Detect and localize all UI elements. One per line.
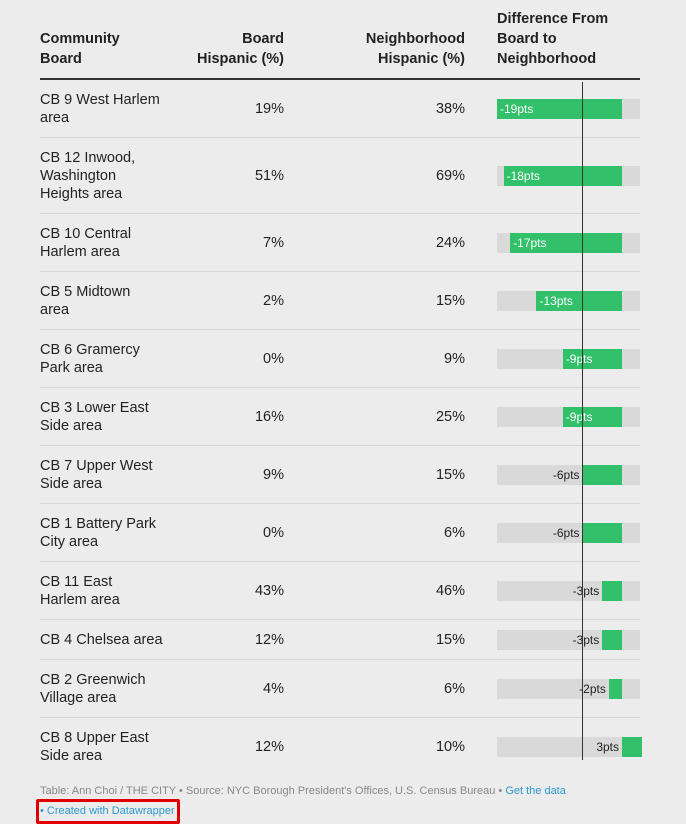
table-body: CB 9 West Harlem area 19% 38% -19pts CB 12 In… xyxy=(40,80,642,775)
board-hispanic-cell: 19% xyxy=(254,100,284,117)
community-board-cell: CB 5 Midtown area xyxy=(40,283,131,318)
difference-label: -13pts xyxy=(539,293,573,308)
header-community-board[interactable]: Community Board xyxy=(40,31,120,67)
board-hispanic-cell: 2% xyxy=(263,292,284,309)
community-board-cell: CB 2 Greenwich Village area xyxy=(40,671,146,706)
difference-bar-track: -13pts xyxy=(497,290,640,311)
header-board-hispanic[interactable]: Board Hispanic (%) xyxy=(196,31,284,67)
created-with-datawrapper-highlight: • Created with Datawrapper xyxy=(36,799,180,824)
difference-bar-track: -17pts xyxy=(497,232,640,253)
difference-bar xyxy=(536,290,622,311)
difference-label: -3pts xyxy=(572,583,600,598)
neighborhood-hispanic-cell: 69% xyxy=(435,167,465,184)
created-with-datawrapper-link[interactable]: • Created with Datawrapper xyxy=(40,805,175,817)
community-board-cell: CB 1 Battery Park City area xyxy=(40,515,157,550)
table-row: CB 2 Greenwich Village area 4% 6% -2pts xyxy=(40,660,640,718)
difference-label: -2pts xyxy=(579,681,606,696)
difference-label: -19pts xyxy=(500,101,534,116)
table-header: Community Board Board Hispanic (%) Neighbo… xyxy=(40,0,640,80)
hispanic-representation-table: Community Board Board Hispanic (%) Neighbo… xyxy=(40,0,642,775)
neighborhood-hispanic-cell: 10% xyxy=(435,738,465,755)
table-row: CB 3 Lower East Side area 16% 25% -9pts xyxy=(40,388,640,446)
difference-bar xyxy=(582,464,622,485)
difference-bar xyxy=(602,580,622,601)
table-row: CB 11 East Harlem area 43% 46% -3pts xyxy=(40,562,640,620)
community-board-cell: CB 10 Central Harlem area xyxy=(40,225,132,260)
board-hispanic-cell: 9% xyxy=(263,466,284,483)
table-row: CB 7 Upper West Side area 9% 15% -6pts xyxy=(40,446,640,504)
difference-bar xyxy=(602,629,622,650)
difference-label: 3pts xyxy=(596,739,619,754)
board-hispanic-cell: 12% xyxy=(254,738,284,755)
header-difference[interactable]: Difference From Board to Neighborhood xyxy=(497,11,609,67)
difference-label: -18pts xyxy=(506,168,540,183)
board-hispanic-cell: 43% xyxy=(254,582,284,599)
board-hispanic-cell: 0% xyxy=(263,350,284,367)
difference-bar-track: -3pts xyxy=(497,629,640,650)
neighborhood-hispanic-cell: 38% xyxy=(435,100,465,117)
difference-bar-track: -6pts xyxy=(497,464,640,485)
community-board-cell: CB 6 Gramercy Park area xyxy=(40,341,140,376)
community-board-cell: CB 11 East Harlem area xyxy=(40,573,120,608)
table-row: CB 8 Upper East Side area 12% 10% 3pts xyxy=(40,718,642,775)
difference-bar-track: -19pts xyxy=(497,98,640,119)
community-board-cell: CB 12 Inwood, Washington Heights area xyxy=(40,149,136,202)
community-board-cell: CB 8 Upper East Side area xyxy=(40,729,149,764)
community-board-cell: CB 3 Lower East Side area xyxy=(40,399,149,434)
difference-label: -17pts xyxy=(513,235,547,250)
table-row: CB 12 Inwood, Washington Heights area 51% 69… xyxy=(40,138,640,214)
board-hispanic-cell: 12% xyxy=(254,631,284,648)
table-row: CB 6 Gramercy Park area 0% 9% -9pts xyxy=(40,330,640,388)
difference-label: -6pts xyxy=(552,467,580,482)
board-hispanic-cell: 7% xyxy=(263,234,284,251)
zero-axis-line xyxy=(582,82,583,760)
difference-bar-track: -6pts xyxy=(497,522,640,543)
difference-bar xyxy=(562,348,622,369)
source-text: Table: Ann Choi / THE CITY • Source: NYC… xyxy=(40,785,503,797)
table-row: CB 5 Midtown area 2% 15% -13pts xyxy=(40,272,640,330)
community-board-cell: CB 9 West Harlem area xyxy=(40,91,160,126)
difference-bar xyxy=(582,522,622,543)
community-board-cell: CB 4 Chelsea area xyxy=(40,631,163,648)
neighborhood-hispanic-cell: 25% xyxy=(435,408,465,425)
neighborhood-hispanic-cell: 9% xyxy=(444,350,465,367)
board-hispanic-cell: 51% xyxy=(254,167,284,184)
difference-bar-track: -9pts xyxy=(497,348,640,369)
header-neighborhood-hispanic[interactable]: Neighborhood Hispanic (%) xyxy=(365,31,465,67)
neighborhood-hispanic-cell: 6% xyxy=(444,680,465,697)
neighborhood-hispanic-cell: 15% xyxy=(435,292,465,309)
difference-bar xyxy=(562,406,622,427)
table-row: CB 1 Battery Park City area 0% 6% -6pts xyxy=(40,504,640,562)
difference-label: -9pts xyxy=(565,409,593,424)
table-row: CB 4 Chelsea area 12% 15% -3pts xyxy=(40,620,640,660)
neighborhood-hispanic-cell: 6% xyxy=(444,524,465,541)
neighborhood-hispanic-cell: 46% xyxy=(435,582,465,599)
board-hispanic-cell: 4% xyxy=(263,680,284,697)
neighborhood-hispanic-cell: 15% xyxy=(435,631,465,648)
difference-bar xyxy=(503,165,622,186)
difference-label: -9pts xyxy=(565,351,593,366)
table-row: CB 9 West Harlem area 19% 38% -19pts xyxy=(40,80,640,138)
difference-bar-track: -18pts xyxy=(497,165,640,186)
difference-bar xyxy=(497,98,622,119)
difference-bar-track: -2pts xyxy=(497,678,640,699)
board-hispanic-cell: 0% xyxy=(263,524,284,541)
get-data-link[interactable]: Get the data xyxy=(505,785,566,797)
difference-bar-track: -9pts xyxy=(497,406,640,427)
difference-bar xyxy=(510,232,622,253)
difference-bar-track: 3pts xyxy=(497,736,642,757)
community-board-cell: CB 7 Upper West Side area xyxy=(40,457,153,492)
neighborhood-hispanic-cell: 24% xyxy=(435,234,465,251)
difference-label: -3pts xyxy=(572,632,600,647)
difference-bar-track: -3pts xyxy=(497,580,640,601)
board-hispanic-cell: 16% xyxy=(254,408,284,425)
table-row: CB 10 Central Harlem area 7% 24% -17pts xyxy=(40,214,640,272)
difference-label: -6pts xyxy=(552,525,580,540)
neighborhood-hispanic-cell: 15% xyxy=(435,466,465,483)
footer: Table: Ann Choi / THE CITY • Source: NYC… xyxy=(36,784,660,824)
difference-bar xyxy=(622,736,642,757)
difference-bar xyxy=(608,678,622,699)
